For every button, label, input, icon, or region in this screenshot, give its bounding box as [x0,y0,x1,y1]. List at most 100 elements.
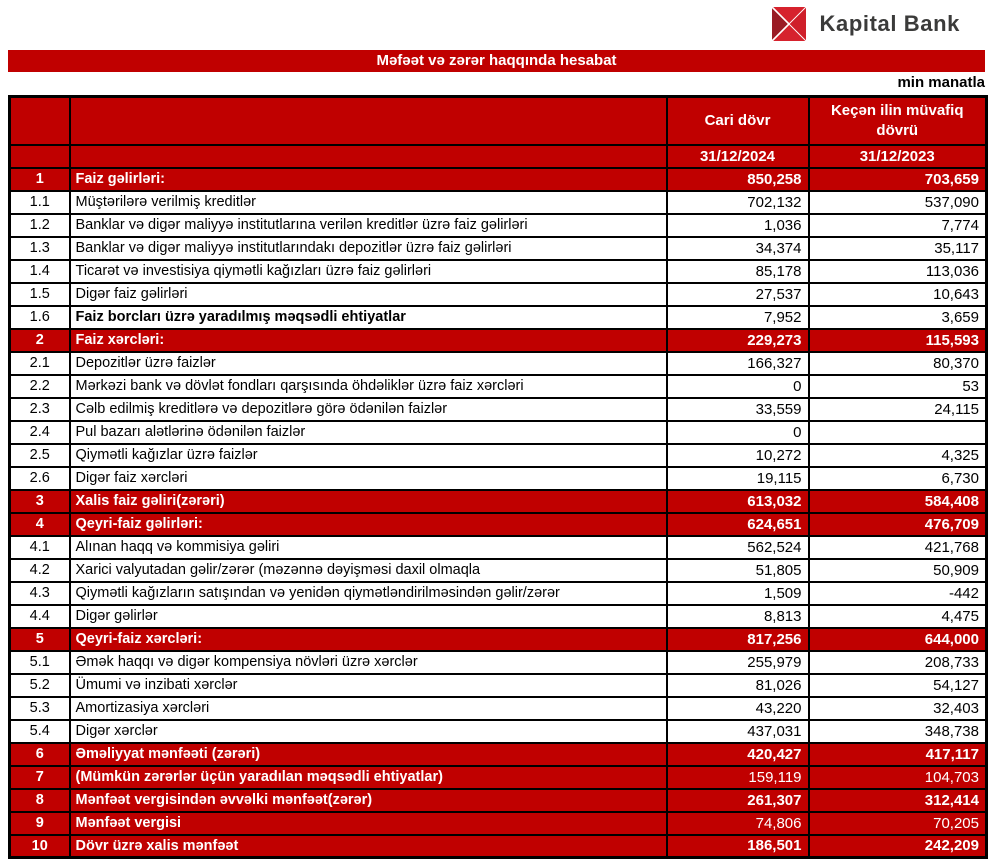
row-number: 1.4 [8,258,71,284]
row-number: 9 [8,810,71,836]
row-label: Digər faiz xərcləri [68,465,668,491]
row-number: 2.6 [8,465,71,491]
income-statement-table: Cari dövr Keçən ilin müvafiq dövrü 31/12… [8,95,988,859]
row-previous-value: 6,730 [807,465,988,491]
row-current-value: 261,307 [665,787,810,813]
row-label: Xalis faiz gəliri(zərəri) [68,488,668,514]
row-number: 4 [8,511,71,537]
row-label: Qiymətli kağızlar üzrə faizlər [68,442,668,468]
row-number: 2.1 [8,350,71,376]
row-label: Depozitlər üzrə faizlər [68,350,668,376]
row-current-value: 51,805 [665,557,810,583]
row-previous-value: 312,414 [807,787,988,813]
row-label: Ümumi və inzibati xərclər [68,672,668,698]
row-current-value: 8,813 [665,603,810,629]
row-number: 1.1 [8,189,71,215]
header-row-periods: Cari dövr Keçən ilin müvafiq dövrü [8,95,988,146]
header-previous-date: 31/12/2023 [807,143,988,169]
row-previous-value: 584,408 [807,488,988,514]
row-label: Faiz xərcləri: [68,327,668,353]
header-empty-number-cell [8,95,71,146]
table-row: 4.4 Digər gəlirlər 8,813 4,475 [8,603,988,629]
row-previous-value: 3,659 [807,304,988,330]
row-label: Xarici valyutadan gəlir/zərər (məzənnə d… [68,557,668,583]
brand-name: Kapital Bank [819,11,960,36]
table-row: 2.2 Mərkəzi bank və dövlət fondları qarş… [8,373,988,399]
row-previous-value [807,419,988,445]
row-number: 1.6 [8,304,71,330]
row-current-value: 186,501 [665,833,810,859]
row-number: 4.3 [8,580,71,606]
row-label: Banklar və digər maliyyə institutlarında… [68,235,668,261]
table-row: 9 Mənfəət vergisi 74,806 70,205 [8,810,988,836]
table-row: 5.1 Əmək haqqı və digər kompensiya növlə… [8,649,988,675]
row-number: 1.3 [8,235,71,261]
row-number: 2.5 [8,442,71,468]
row-previous-value: 80,370 [807,350,988,376]
row-label: Pul bazarı alətlərinə ödənilən faizlər [68,419,668,445]
row-label: Digər faiz gəlirləri [68,281,668,307]
row-current-value: 229,273 [665,327,810,353]
table-row: 8 Mənfəət vergisindən əvvəlki mənfəət(zə… [8,787,988,813]
row-number: 4.2 [8,557,71,583]
table-row: 2 Faiz xərcləri: 229,273 115,593 [8,327,988,353]
row-previous-value: 476,709 [807,511,988,537]
row-label: Faiz borcları üzrə yaradılmış məqsədli e… [68,304,668,330]
row-label: Mənfəət vergisindən əvvəlki mənfəət(zərə… [68,787,668,813]
table-row: 1.1 Müştərilərə verilmiş kreditlər 702,1… [8,189,988,215]
brand-header: Kapital Bank [770,6,960,42]
row-previous-value: 4,475 [807,603,988,629]
table-row: 5 Qeyri-faiz xərcləri: 817,256 644,000 [8,626,988,652]
header-current-date: 31/12/2024 [665,143,810,169]
row-number: 7 [8,764,71,790]
row-previous-value: 208,733 [807,649,988,675]
row-label: Müştərilərə verilmiş kreditlər [68,189,668,215]
row-current-value: 166,327 [665,350,810,376]
row-previous-value: 421,768 [807,534,988,560]
row-current-value: 1,036 [665,212,810,238]
row-previous-value: 348,738 [807,718,988,744]
row-label: Mərkəzi bank və dövlət fondları qarşısın… [68,373,668,399]
row-label: Ticarət və investisiya qiymətli kağızlar… [68,258,668,284]
table-row: 6 Əməliyyat mənfəəti (zərəri) 420,427 41… [8,741,988,767]
row-current-value: 85,178 [665,258,810,284]
report-title: Məfəət və zərər haqqında hesabat [8,50,985,72]
table-row: 2.3 Cəlb edilmiş kreditlərə və depozitlə… [8,396,988,422]
row-previous-value: -442 [807,580,988,606]
header-empty-label-cell [68,143,668,169]
row-current-value: 43,220 [665,695,810,721]
row-label: (Mümkün zərərlər üçün yaradılan məqsədli… [68,764,668,790]
row-number: 1.5 [8,281,71,307]
unit-note: min manatla [897,74,985,91]
row-number: 6 [8,741,71,767]
table-row: 10 Dövr üzrə xalis mənfəət 186,501 242,2… [8,833,988,859]
row-current-value: 7,952 [665,304,810,330]
row-number: 2.2 [8,373,71,399]
row-current-value: 702,132 [665,189,810,215]
header-previous-period: Keçən ilin müvafiq dövrü [807,95,988,146]
row-previous-value: 703,659 [807,166,988,192]
table-row: 4.2 Xarici valyutadan gəlir/zərər (məzən… [8,557,988,583]
row-current-value: 0 [665,419,810,445]
row-previous-value: 537,090 [807,189,988,215]
row-previous-value: 4,325 [807,442,988,468]
row-label: Faiz gəlirləri: [68,166,668,192]
row-previous-value: 54,127 [807,672,988,698]
row-current-value: 420,427 [665,741,810,767]
table-row: 3 Xalis faiz gəliri(zərəri) 613,032 584,… [8,488,988,514]
row-current-value: 613,032 [665,488,810,514]
table-row: 5.3 Amortizasiya xərcləri 43,220 32,403 [8,695,988,721]
row-label: Mənfəət vergisi [68,810,668,836]
row-number: 5.1 [8,649,71,675]
row-current-value: 34,374 [665,235,810,261]
row-number: 8 [8,787,71,813]
row-number: 1.2 [8,212,71,238]
row-number: 1 [8,166,71,192]
table-row: 7 (Mümkün zərərlər üçün yaradılan məqsəd… [8,764,988,790]
table-row: 5.4 Digər xərclər 437,031 348,738 [8,718,988,744]
row-number: 5.2 [8,672,71,698]
row-current-value: 562,524 [665,534,810,560]
row-current-value: 437,031 [665,718,810,744]
row-previous-value: 10,643 [807,281,988,307]
